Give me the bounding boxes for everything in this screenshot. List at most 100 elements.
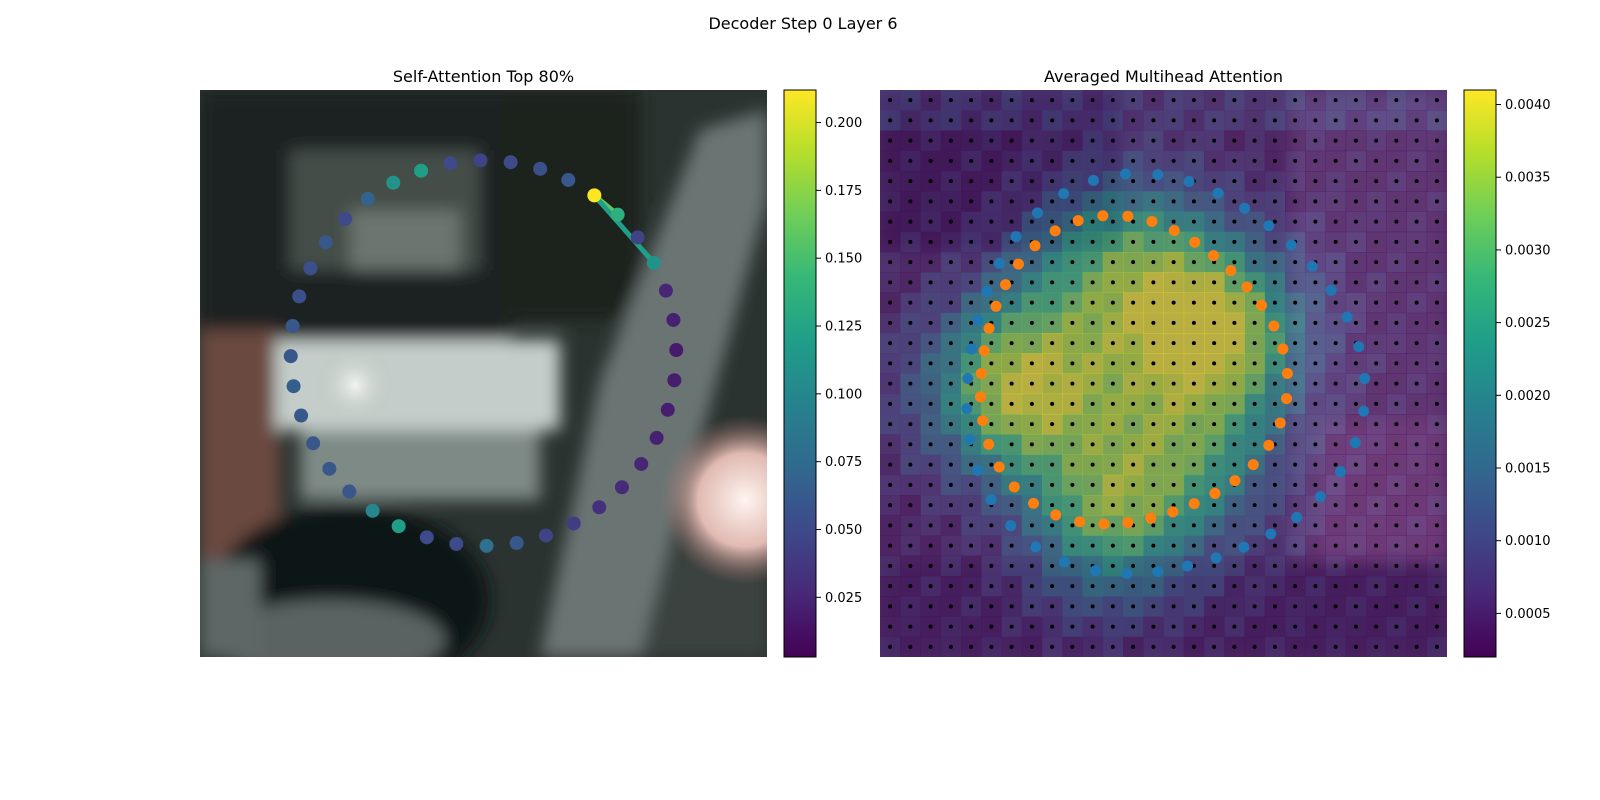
grid-dot — [888, 604, 893, 609]
grid-dot — [1232, 644, 1237, 649]
grid-dot — [908, 199, 913, 204]
grid-dot — [1252, 624, 1257, 629]
grid-dot — [1090, 341, 1095, 346]
grid-dot — [1232, 361, 1237, 366]
ring-point — [1074, 516, 1086, 528]
grid-dot — [1252, 503, 1257, 508]
grid-dot — [1293, 644, 1298, 649]
grid-dot — [948, 98, 953, 103]
ring-point — [479, 538, 494, 553]
ring-point — [1152, 169, 1164, 181]
grid-dot — [1090, 422, 1095, 427]
ring-point — [1274, 417, 1286, 429]
grid-dot — [1009, 503, 1014, 508]
grid-dot — [1313, 462, 1318, 467]
grid-dot — [1272, 199, 1277, 204]
grid-dot — [1090, 361, 1095, 366]
grid-dot — [928, 158, 933, 163]
grid-dot — [1414, 280, 1419, 285]
grid-dot — [1009, 300, 1014, 305]
grid-dot — [989, 239, 994, 244]
grid-dot — [1110, 300, 1115, 305]
multihead-attention-panel: Averaged Multihead Attention 0.0005 0.001… — [880, 67, 1551, 658]
grid-dot — [969, 320, 974, 325]
grid-dot — [1070, 523, 1075, 528]
grid-dot — [1171, 118, 1176, 123]
grid-dot — [1029, 624, 1034, 629]
grid-dot — [1394, 381, 1399, 386]
grid-dot — [1394, 442, 1399, 447]
grid-dot — [1191, 158, 1196, 163]
grid-dot — [1252, 482, 1257, 487]
grid-dot — [1050, 482, 1055, 487]
grid-dot — [969, 584, 974, 589]
grid-dot — [908, 624, 913, 629]
grid-dot — [969, 604, 974, 609]
colorbar-tick-label: 0.125 — [825, 320, 862, 335]
grid-dot — [908, 543, 913, 548]
grid-dot — [1110, 381, 1115, 386]
grid-dot — [1090, 644, 1095, 649]
grid-dot — [928, 300, 933, 305]
grid-dot — [1313, 320, 1318, 325]
ring-point — [983, 322, 995, 334]
grid-dot — [989, 118, 994, 123]
grid-dot — [1394, 462, 1399, 467]
ring-point — [1291, 511, 1303, 523]
grid-dot — [1232, 118, 1237, 123]
ring-point — [1210, 552, 1222, 564]
grid-dot — [1293, 98, 1298, 103]
ring-point — [1335, 466, 1347, 478]
grid-dot — [1050, 503, 1055, 508]
colorbar-tick-label: 0.0015 — [1505, 462, 1551, 477]
grid-dot — [1110, 118, 1115, 123]
grid-dot — [1171, 158, 1176, 163]
grid-dot — [1374, 219, 1379, 224]
grid-dot — [1151, 118, 1156, 123]
grid-dot — [928, 341, 933, 346]
ring-point — [1188, 498, 1200, 510]
grid-dot — [1050, 320, 1055, 325]
grid-dot — [1212, 138, 1217, 143]
grid-dot — [1232, 320, 1237, 325]
grid-dot — [1110, 624, 1115, 629]
grid-dot — [1090, 138, 1095, 143]
grid-dot — [1191, 523, 1196, 528]
grid-dot — [989, 584, 994, 589]
grid-dot — [908, 401, 913, 406]
grid-dot — [888, 179, 893, 184]
ring-point — [1010, 231, 1022, 243]
ring-point — [983, 438, 995, 450]
grid-dot — [1171, 563, 1176, 568]
grid-dot — [1252, 320, 1257, 325]
grid-dot — [1191, 401, 1196, 406]
grid-dot — [908, 604, 913, 609]
grid-dot — [1171, 462, 1176, 467]
grid-dot — [948, 543, 953, 548]
grid-dot — [1313, 523, 1318, 528]
grid-dot — [1313, 361, 1318, 366]
grid-dot — [1394, 604, 1399, 609]
colorbar-tick-label: 0.0025 — [1505, 316, 1551, 331]
grid-dot — [1131, 442, 1136, 447]
grid-dot — [989, 624, 994, 629]
grid-dot — [1029, 381, 1034, 386]
grid-dot — [1070, 401, 1075, 406]
grid-dot — [1434, 604, 1439, 609]
grid-dot — [1374, 401, 1379, 406]
ring-point — [1183, 176, 1195, 188]
grid-dot — [989, 361, 994, 366]
ring-point — [1029, 240, 1041, 252]
grid-dot — [1171, 361, 1176, 366]
grid-dot — [1353, 98, 1358, 103]
grid-dot — [969, 239, 974, 244]
grid-dot — [1434, 239, 1439, 244]
ring-point — [1325, 284, 1337, 296]
grid-dot — [1353, 138, 1358, 143]
grid-dot — [1110, 239, 1115, 244]
grid-dot — [948, 482, 953, 487]
grid-dot — [969, 523, 974, 528]
grid-dot — [1272, 381, 1277, 386]
grid-dot — [1090, 462, 1095, 467]
grid-dot — [1171, 482, 1176, 487]
